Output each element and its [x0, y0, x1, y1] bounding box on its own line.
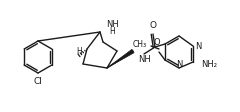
Text: NH: NH: [138, 55, 151, 64]
Text: N: N: [195, 42, 201, 51]
Polygon shape: [107, 49, 134, 68]
Text: NH: NH: [106, 20, 119, 29]
Text: Cl: Cl: [34, 77, 42, 86]
Text: N: N: [176, 60, 182, 69]
Text: NH₂: NH₂: [201, 59, 217, 69]
Text: CH₃: CH₃: [133, 40, 147, 48]
Text: H: H: [76, 46, 82, 56]
Text: H: H: [109, 27, 115, 36]
Text: O: O: [154, 38, 160, 47]
Text: O: O: [150, 21, 156, 30]
